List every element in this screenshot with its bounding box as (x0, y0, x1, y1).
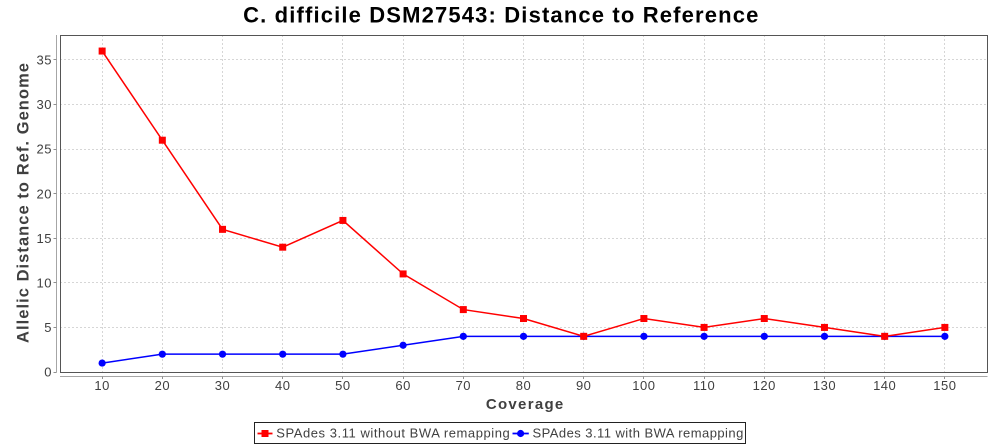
svg-text:80: 80 (516, 378, 531, 393)
svg-text:10: 10 (94, 378, 109, 393)
svg-text:20: 20 (155, 378, 170, 393)
svg-text:40: 40 (275, 378, 290, 393)
svg-text:C. difficile DSM27543: Distanc: C. difficile DSM27543: Distance to Refer… (243, 3, 759, 28)
svg-text:90: 90 (576, 378, 591, 393)
svg-text:Allelic Distance to Ref. Genom: Allelic Distance to Ref. Genome (15, 62, 33, 343)
svg-text:130: 130 (813, 378, 836, 393)
svg-text:5: 5 (44, 320, 52, 335)
svg-text:SPAdes 3.11 with BWA remapping: SPAdes 3.11 with BWA remapping (533, 426, 744, 441)
svg-text:SPAdes 3.11 without BWA remapp: SPAdes 3.11 without BWA remapping (276, 426, 510, 441)
svg-text:120: 120 (753, 378, 776, 393)
svg-text:150: 150 (933, 378, 956, 393)
svg-text:140: 140 (873, 378, 896, 393)
svg-text:25: 25 (37, 142, 52, 157)
svg-text:110: 110 (693, 378, 715, 393)
svg-text:30: 30 (37, 97, 52, 112)
svg-text:35: 35 (37, 53, 52, 68)
svg-text:10: 10 (37, 275, 52, 290)
svg-text:30: 30 (215, 378, 230, 393)
svg-text:15: 15 (37, 231, 52, 246)
svg-text:Coverage: Coverage (486, 396, 565, 413)
svg-text:100: 100 (632, 378, 655, 393)
svg-text:20: 20 (37, 186, 52, 201)
svg-text:50: 50 (335, 378, 350, 393)
svg-text:0: 0 (44, 365, 52, 380)
svg-text:60: 60 (395, 378, 410, 393)
svg-text:70: 70 (456, 378, 471, 393)
